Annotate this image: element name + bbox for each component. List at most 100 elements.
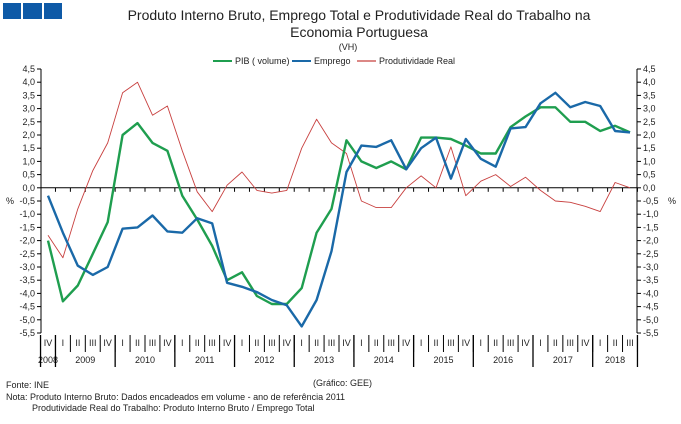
legend-label: PIB ( volume) — [235, 56, 290, 66]
year-label: 2016 — [493, 355, 513, 365]
y-tick-label-right: 0,5 — [643, 170, 656, 180]
y-tick-label-right: -4,0 — [643, 288, 659, 298]
quarter-label: II — [433, 338, 438, 348]
y-tick-label-right: 4,5 — [643, 64, 656, 74]
y-tick-label-right: 4,0 — [643, 77, 656, 87]
quarter-label: III — [567, 338, 575, 348]
axes: 4,5 4,5 4,0 4,0 3,5 3,5 3,0 3,0 2,5 2,5 2,0 2,0 1,5 1… — [19, 64, 659, 367]
y-tick-label-right: -2,5 — [643, 249, 659, 259]
legend-label: Produtividade Real — [379, 56, 455, 66]
quarter-label: III — [387, 338, 395, 348]
y-tick-label-left: 0,0 — [22, 183, 35, 193]
y-tick-label-right: -5,0 — [643, 315, 659, 325]
quarter-label: III — [149, 338, 157, 348]
series-lines — [46, 81, 631, 328]
chart-title-line2: Economia Portuguesa — [290, 24, 428, 40]
series-line-pib-volume — [46, 106, 631, 306]
y-tick-label-right: -3,5 — [643, 275, 659, 285]
quarter-label: II — [254, 338, 259, 348]
logo-square — [44, 3, 62, 19]
quarter-label: II — [75, 338, 80, 348]
quarter-label: IV — [283, 338, 292, 348]
y-tick-label-left: 0,5 — [22, 170, 35, 180]
chart-subtitle: (VH) — [339, 42, 358, 52]
year-label: 2008 — [38, 355, 58, 365]
quarter-label: I — [241, 338, 244, 348]
y-tick-label-right: -1,5 — [643, 222, 659, 232]
quarter-label: I — [539, 338, 542, 348]
quarter-label: IV — [342, 338, 351, 348]
source-text: Fonte: INE — [6, 380, 49, 390]
logo-square — [23, 3, 42, 19]
quarter-label: I — [121, 338, 124, 348]
quarter-label: IV — [581, 338, 590, 348]
y-tick-label-right: 3,0 — [643, 104, 656, 114]
note-line1: Nota: Produto Interno Bruto: Dados encad… — [6, 392, 345, 402]
quarter-label: II — [195, 338, 200, 348]
quarter-label: I — [300, 338, 303, 348]
quarter-label: II — [553, 338, 558, 348]
y-tick-label-right: 1,5 — [643, 143, 656, 153]
quarter-label: III — [328, 338, 336, 348]
legend-label: Emprego — [314, 56, 351, 66]
quarter-label: IV — [163, 338, 172, 348]
y-tick-label-right: -2,0 — [643, 236, 659, 246]
y-tick-label-left: -5,5 — [19, 328, 35, 338]
quarter-label: I — [480, 338, 483, 348]
y-tick-label-left: -2,0 — [19, 236, 35, 246]
quarter-label: IV — [223, 338, 232, 348]
y-tick-label-right: -5,5 — [643, 328, 659, 338]
logo — [3, 3, 62, 19]
year-label: 2010 — [135, 355, 155, 365]
quarter-label: I — [62, 338, 65, 348]
y-tick-label-left: 3,5 — [22, 90, 35, 100]
y-tick-label-left: -4,0 — [19, 288, 35, 298]
quarter-label: I — [599, 338, 602, 348]
year-label: 2013 — [314, 355, 334, 365]
quarter-label: III — [507, 338, 515, 348]
y-tick-label-left: -3,5 — [19, 275, 35, 285]
y-tick-label-left: 4,0 — [22, 77, 35, 87]
year-label: 2012 — [254, 355, 274, 365]
y-tick-label-left: 1,0 — [22, 156, 35, 166]
year-label: 2011 — [195, 355, 214, 365]
quarter-label: II — [374, 338, 379, 348]
series-line-emprego — [46, 91, 631, 328]
year-label: 2009 — [75, 355, 95, 365]
y-tick-label-right: 2,5 — [643, 117, 656, 127]
quarter-label: II — [314, 338, 319, 348]
y-tick-label-left: -5,0 — [19, 315, 35, 325]
y-tick-label-right: -3,0 — [643, 262, 659, 272]
credit-text: (Gráfico: GEE) — [313, 378, 372, 388]
quarter-label: IV — [103, 338, 112, 348]
y-tick-label-left: 3,0 — [22, 104, 35, 114]
quarter-label: III — [626, 338, 634, 348]
y-tick-label-left: 2,5 — [22, 117, 35, 127]
year-label: 2015 — [433, 355, 453, 365]
quarter-label: IV — [44, 338, 53, 348]
quarter-label: II — [613, 338, 618, 348]
y-tick-label-right: -0,5 — [643, 196, 659, 206]
y-axis-left-label: % — [6, 196, 14, 206]
year-label: 2017 — [553, 355, 573, 365]
legend: PIB ( volume) Emprego Produtividade Real — [213, 56, 455, 66]
quarter-label: III — [447, 338, 455, 348]
y-tick-label-left: -4,5 — [19, 302, 35, 312]
series-line-produtividade-real — [47, 81, 631, 259]
y-tick-label-left: 2,0 — [22, 130, 35, 140]
y-tick-label-left: 4,5 — [22, 64, 35, 74]
quarter-label: I — [360, 338, 363, 348]
y-axis-right-label: % — [668, 196, 676, 206]
year-label: 2018 — [605, 355, 625, 365]
chart-title-line1: Produto Interno Bruto, Emprego Total e P… — [128, 7, 591, 23]
quarter-label: I — [181, 338, 184, 348]
quarter-label: III — [208, 338, 216, 348]
y-tick-label-right: -4,5 — [643, 302, 659, 312]
y-tick-label-left: -1,0 — [19, 209, 35, 219]
quarter-label: II — [135, 338, 140, 348]
quarter-label: IV — [462, 338, 471, 348]
y-tick-label-left: -0,5 — [19, 196, 35, 206]
quarter-label: II — [493, 338, 498, 348]
quarter-label: III — [89, 338, 97, 348]
